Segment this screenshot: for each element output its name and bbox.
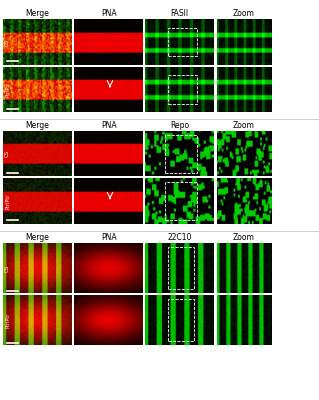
Text: PtriPtr: PtriPtr — [5, 193, 10, 209]
Text: Merge: Merge — [26, 9, 49, 18]
Text: Zoom: Zoom — [233, 121, 255, 130]
Text: CS: CS — [5, 150, 10, 158]
Text: PNA: PNA — [101, 121, 116, 130]
Text: PNA: PNA — [101, 9, 116, 18]
Bar — [168, 28, 197, 56]
Bar — [168, 299, 194, 341]
Bar — [168, 247, 194, 289]
Bar — [168, 75, 197, 104]
Text: Zoom: Zoom — [233, 233, 255, 242]
Text: Merge: Merge — [26, 121, 49, 130]
Bar — [165, 182, 197, 220]
Text: PNA: PNA — [101, 233, 116, 242]
Text: FASII: FASII — [171, 9, 189, 18]
Text: Merge: Merge — [26, 233, 49, 242]
Text: 22C10: 22C10 — [167, 233, 192, 242]
Text: CS: CS — [5, 264, 10, 272]
Text: CS: CS — [5, 38, 10, 46]
Text: PtriPtr: PtriPtr — [5, 312, 10, 328]
Text: PtriPtr: PtriPtr — [5, 82, 10, 97]
Bar — [165, 135, 197, 173]
Text: Zoom: Zoom — [233, 9, 255, 18]
Text: Repo: Repo — [170, 121, 189, 130]
